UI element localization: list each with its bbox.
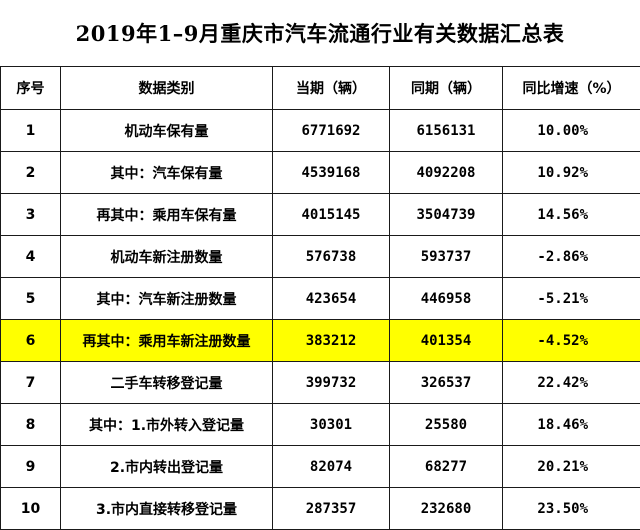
row-current: 383212 [273, 320, 390, 362]
table-row: 4 机动车新注册数量 576738 593737 -2.86% [1, 236, 640, 278]
row-index: 4 [1, 236, 61, 278]
row-previous: 3504739 [390, 194, 503, 236]
row-category: 再其中：乘用车保有量 [61, 194, 273, 236]
table-row: 3 再其中：乘用车保有量 4015145 3504739 14.56% [1, 194, 640, 236]
table-row: 2 其中：汽车保有量 4539168 4092208 10.92% [1, 152, 640, 194]
header-previous: 同期（辆） [390, 67, 503, 110]
table-row-highlighted: 6 再其中：乘用车新注册数量 383212 401354 -4.52% [1, 320, 640, 362]
row-index: 9 [1, 446, 61, 488]
row-index: 3 [1, 194, 61, 236]
table-row: 5 其中：汽车新注册数量 423654 446958 -5.21% [1, 278, 640, 320]
row-current: 30301 [273, 404, 390, 446]
header-category: 数据类别 [61, 67, 273, 110]
row-previous: 25580 [390, 404, 503, 446]
row-current: 287357 [273, 488, 390, 530]
header-index: 序号 [1, 67, 61, 110]
row-growth: 23.50% [503, 488, 640, 530]
row-growth: -5.21% [503, 278, 640, 320]
row-index: 10 [1, 488, 61, 530]
row-previous: 68277 [390, 446, 503, 488]
table-row: 7 二手车转移登记量 399732 326537 22.42% [1, 362, 640, 404]
row-growth: 20.21% [503, 446, 640, 488]
table-row: 8 其中：1.市外转入登记量 30301 25580 18.46% [1, 404, 640, 446]
row-category: 机动车新注册数量 [61, 236, 273, 278]
row-current: 6771692 [273, 110, 390, 152]
header-growth: 同比增速（%） [503, 67, 640, 110]
row-growth: 22.42% [503, 362, 640, 404]
row-growth: 18.46% [503, 404, 640, 446]
row-category: 其中：汽车保有量 [61, 152, 273, 194]
row-growth: 14.56% [503, 194, 640, 236]
table-row: 1 机动车保有量 6771692 6156131 10.00% [1, 110, 640, 152]
row-growth: -4.52% [503, 320, 640, 362]
row-previous: 232680 [390, 488, 503, 530]
table-header-row: 序号 数据类别 当期（辆） 同期（辆） 同比增速（%） [1, 67, 640, 110]
row-index: 1 [1, 110, 61, 152]
row-previous: 446958 [390, 278, 503, 320]
row-current: 399732 [273, 362, 390, 404]
row-index: 2 [1, 152, 61, 194]
page-title: 2019年1–9月重庆市汽车流通行业有关数据汇总表 [0, 0, 640, 66]
row-previous: 593737 [390, 236, 503, 278]
row-category: 3.市内直接转移登记量 [61, 488, 273, 530]
row-category: 2.市内转出登记量 [61, 446, 273, 488]
row-current: 4015145 [273, 194, 390, 236]
table-row: 9 2.市内转出登记量 82074 68277 20.21% [1, 446, 640, 488]
row-previous: 4092208 [390, 152, 503, 194]
row-current: 423654 [273, 278, 390, 320]
row-category: 其中：汽车新注册数量 [61, 278, 273, 320]
row-category: 机动车保有量 [61, 110, 273, 152]
data-summary-table: 序号 数据类别 当期（辆） 同期（辆） 同比增速（%） 1 机动车保有量 677… [0, 66, 640, 530]
table-row: 10 3.市内直接转移登记量 287357 232680 23.50% [1, 488, 640, 530]
row-index: 7 [1, 362, 61, 404]
row-current: 4539168 [273, 152, 390, 194]
row-previous: 326537 [390, 362, 503, 404]
row-current: 82074 [273, 446, 390, 488]
row-previous: 401354 [390, 320, 503, 362]
row-previous: 6156131 [390, 110, 503, 152]
row-category: 二手车转移登记量 [61, 362, 273, 404]
row-growth: 10.00% [503, 110, 640, 152]
row-index: 5 [1, 278, 61, 320]
row-growth: 10.92% [503, 152, 640, 194]
row-index: 8 [1, 404, 61, 446]
row-growth: -2.86% [503, 236, 640, 278]
header-current: 当期（辆） [273, 67, 390, 110]
row-index: 6 [1, 320, 61, 362]
row-category: 其中：1.市外转入登记量 [61, 404, 273, 446]
row-category: 再其中：乘用车新注册数量 [61, 320, 273, 362]
row-current: 576738 [273, 236, 390, 278]
